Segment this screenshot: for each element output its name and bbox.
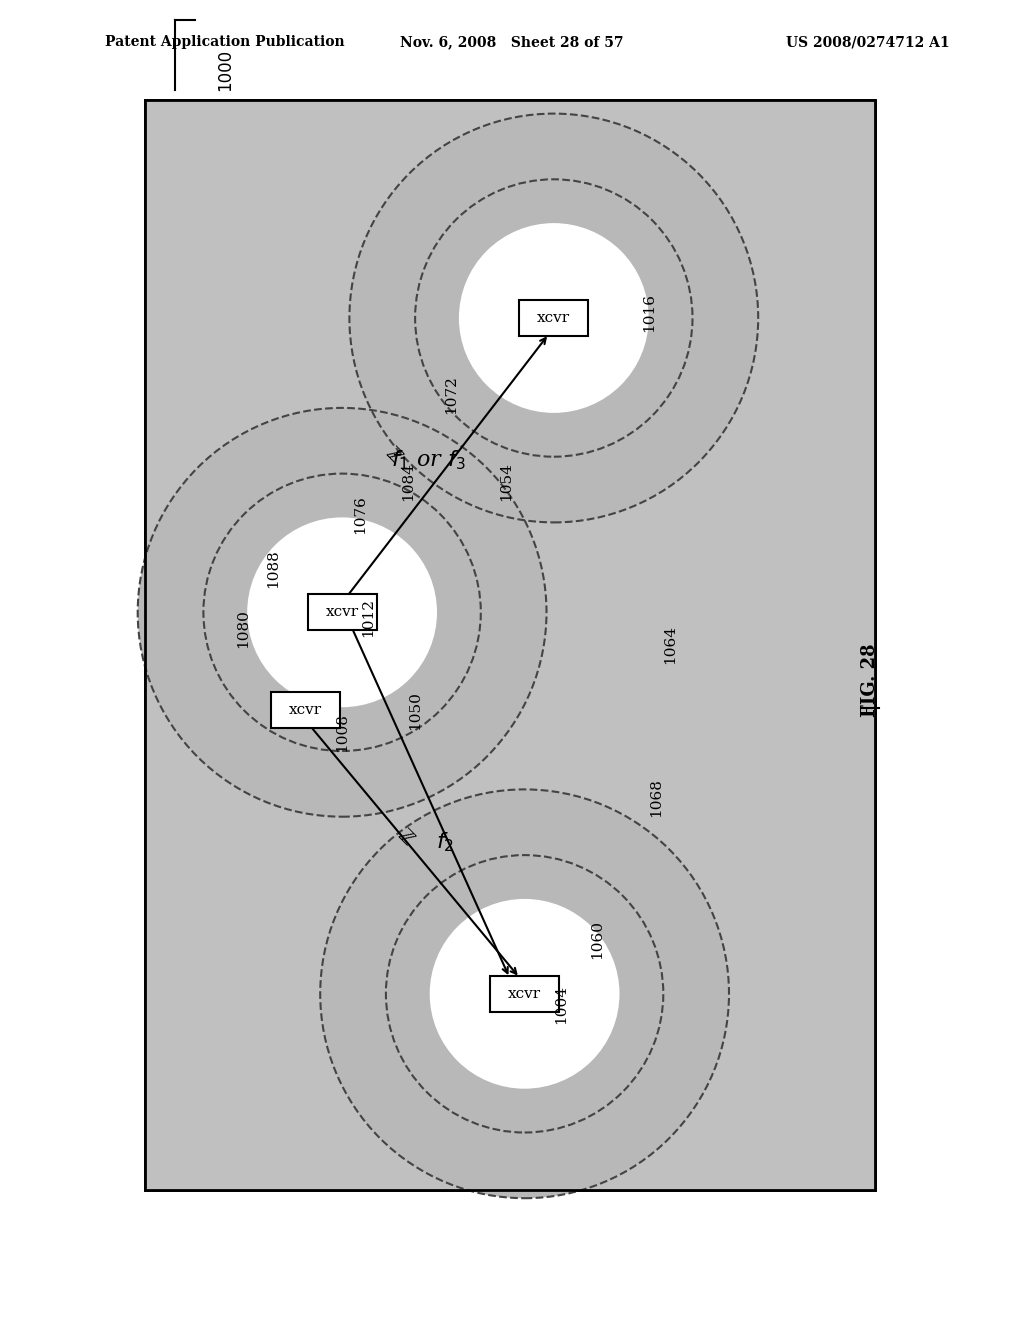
Text: 1054: 1054 [500,462,513,500]
Text: 1064: 1064 [664,626,678,664]
FancyBboxPatch shape [307,594,377,630]
Circle shape [247,517,437,708]
Text: Patent Application Publication: Patent Application Publication [105,36,345,49]
Text: 1076: 1076 [353,495,368,533]
Text: 1016: 1016 [642,293,655,333]
Text: $f_1$ or $f_3$: $f_1$ or $f_3$ [390,449,465,473]
Circle shape [349,114,758,523]
Text: ℤ: ℤ [393,825,417,849]
Text: 1080: 1080 [237,610,251,648]
Text: xcvr: xcvr [538,312,570,325]
Text: FIG. 28: FIG. 28 [861,643,879,717]
Bar [145,100,874,1191]
Text: 1004: 1004 [554,985,568,1024]
FancyBboxPatch shape [271,693,340,729]
Text: 1060: 1060 [591,920,604,958]
Text: xcvr: xcvr [289,704,323,717]
Text: 1008: 1008 [335,713,349,751]
Circle shape [430,899,620,1089]
Circle shape [321,789,729,1199]
Bar [145,100,874,1191]
Text: xcvr: xcvr [326,606,358,619]
Text: 1068: 1068 [649,779,663,817]
Text: $f_2$: $f_2$ [436,830,454,854]
FancyBboxPatch shape [519,300,589,337]
Text: 1072: 1072 [444,375,459,413]
Bar [145,100,874,1191]
Circle shape [459,223,648,413]
Text: Nov. 6, 2008   Sheet 28 of 57: Nov. 6, 2008 Sheet 28 of 57 [400,36,624,49]
Circle shape [137,408,547,817]
Text: 1084: 1084 [400,462,415,500]
Text: 1000: 1000 [216,49,234,91]
Text: US 2008/0274712 A1: US 2008/0274712 A1 [786,36,950,49]
Text: xcvr: xcvr [508,987,541,1001]
FancyBboxPatch shape [490,975,559,1012]
Text: 1088: 1088 [266,549,280,589]
Text: 1012: 1012 [360,598,375,638]
Text: 1050: 1050 [409,690,422,730]
Text: ℤ: ℤ [381,444,404,467]
